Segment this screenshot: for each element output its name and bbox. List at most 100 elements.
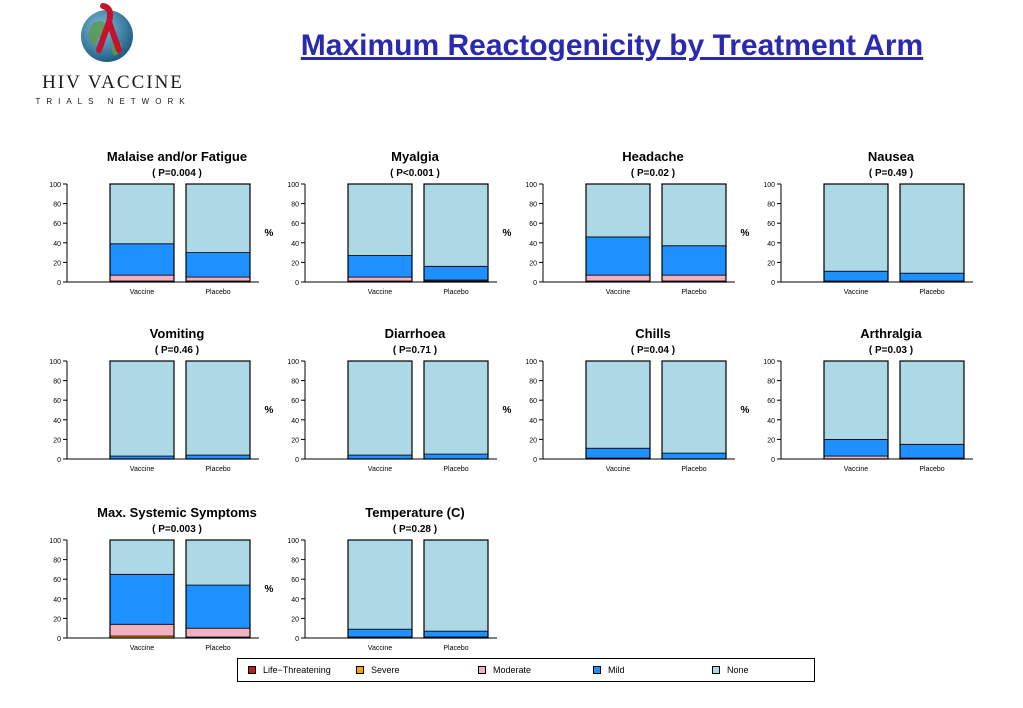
y-tick-label: 60	[53, 577, 61, 584]
x-tick-label: Placebo	[919, 466, 944, 473]
bar-segment-mild	[185, 252, 251, 278]
y-tick-label: 0	[57, 636, 61, 643]
y-tick-label: 60	[291, 577, 299, 584]
x-tick-label: Placebo	[205, 645, 230, 652]
logo-name: HIV VACCINE	[42, 72, 184, 93]
bar-outline	[109, 539, 175, 639]
y-tick-label: 40	[291, 597, 299, 604]
x-tick-label: Placebo	[205, 466, 230, 473]
y-tick-label: 40	[53, 241, 61, 248]
bar-outline	[109, 183, 175, 283]
y-tick-label: 60	[53, 398, 61, 405]
y-tick-label: 20	[767, 437, 775, 444]
bar-segment-none	[899, 183, 965, 274]
y-tick-label: 0	[295, 457, 299, 464]
y-tick-label: 0	[57, 280, 61, 287]
y-tick-label: 20	[53, 437, 61, 444]
bar-segment-moderate	[109, 274, 175, 282]
legend-label: Severe	[371, 665, 400, 675]
hvtn-logo: HIV VACCINE TRIALS NETWORK	[18, 2, 208, 108]
y-tick-label: 40	[767, 418, 775, 425]
y-axis-label: %	[741, 405, 750, 416]
bar-segment-mild	[899, 272, 965, 282]
x-tick-label: Vaccine	[368, 466, 392, 473]
chart-pvalue: ( P=0.49 )	[869, 168, 913, 179]
bar-segment-mild	[661, 245, 727, 276]
chart-pvalue: ( P=0.04 )	[631, 345, 675, 356]
y-tick-label: 0	[771, 457, 775, 464]
legend-label: Moderate	[493, 665, 532, 675]
bar-segment-mild	[661, 452, 727, 460]
y-tick-label: 80	[767, 379, 775, 386]
bar-outline	[185, 183, 251, 283]
legend-swatch	[593, 666, 601, 674]
legend-label: None	[727, 665, 749, 675]
logo-subtitle: TRIALS NETWORK	[35, 97, 191, 106]
y-tick-label: 20	[291, 260, 299, 267]
chart-title: Temperature (C)	[365, 505, 464, 520]
y-tick-label: 80	[767, 202, 775, 209]
chart-title: Chills	[635, 326, 670, 341]
bar-segment-none	[109, 360, 175, 457]
y-axis-label: %	[503, 405, 512, 416]
bar-segment-none	[823, 360, 889, 440]
bar-segment-mild	[185, 584, 251, 629]
globe-ribbon-icon	[81, 3, 133, 62]
bar-segment-none	[423, 183, 489, 267]
x-tick-label: Placebo	[443, 645, 468, 652]
y-tick-label: 0	[295, 636, 299, 643]
y-tick-label: 100	[525, 359, 537, 366]
bar-segment-moderate	[585, 274, 651, 282]
bar-segment-mild	[423, 630, 489, 638]
bar-segment-none	[347, 539, 413, 630]
bar-segment-none	[899, 360, 965, 445]
y-tick-label: 100	[763, 359, 775, 366]
x-tick-label: Vaccine	[844, 466, 868, 473]
y-tick-label: 40	[53, 418, 61, 425]
y-tick-label: 40	[291, 241, 299, 248]
bar-segment-none	[585, 183, 651, 238]
x-tick-label: Placebo	[443, 289, 468, 296]
chart-pvalue: ( P=0.004 )	[152, 168, 202, 179]
y-tick-label: 80	[53, 202, 61, 209]
y-tick-label: 80	[529, 202, 537, 209]
chart-pvalue: ( P=0.71 )	[393, 345, 437, 356]
bar-segment-none	[423, 539, 489, 632]
bar-segment-none	[185, 183, 251, 253]
bar-segment-none	[185, 360, 251, 456]
chart-title: Nausea	[868, 149, 915, 164]
bar-segment-mild	[823, 270, 889, 282]
y-tick-label: 60	[291, 398, 299, 405]
y-tick-label: 40	[529, 241, 537, 248]
chart-pvalue: ( P=0.03 )	[869, 345, 913, 356]
y-tick-label: 40	[529, 418, 537, 425]
bar-segment-mild	[423, 265, 489, 281]
y-axis-label: %	[741, 228, 750, 239]
legend-swatch	[478, 666, 486, 674]
y-axis-label: %	[503, 228, 512, 239]
y-tick-label: 0	[533, 280, 537, 287]
chart-pvalue: ( P=0.02 )	[631, 168, 675, 179]
y-tick-label: 80	[53, 558, 61, 565]
bar-segment-none	[585, 360, 651, 449]
bar-segment-none	[347, 360, 413, 456]
bar-outline	[185, 539, 251, 639]
legend-item: Life−Threatening	[248, 665, 331, 675]
legend-item: Mild	[593, 665, 625, 675]
y-tick-label: 60	[767, 221, 775, 228]
y-tick-label: 40	[53, 597, 61, 604]
y-tick-label: 20	[53, 616, 61, 623]
y-tick-label: 20	[291, 437, 299, 444]
bar-segment-mild	[585, 447, 651, 459]
y-tick-label: 80	[53, 379, 61, 386]
bar-segment-moderate	[109, 623, 175, 637]
y-tick-label: 60	[767, 398, 775, 405]
bar-outline	[585, 360, 651, 460]
chart-title: Diarrhoea	[385, 326, 446, 341]
x-tick-label: Vaccine	[368, 645, 392, 652]
x-tick-label: Placebo	[681, 289, 706, 296]
bar-outline	[661, 183, 727, 283]
bar-segment-none	[423, 360, 489, 455]
chart-title: Vomiting	[150, 326, 205, 341]
y-tick-label: 80	[291, 202, 299, 209]
